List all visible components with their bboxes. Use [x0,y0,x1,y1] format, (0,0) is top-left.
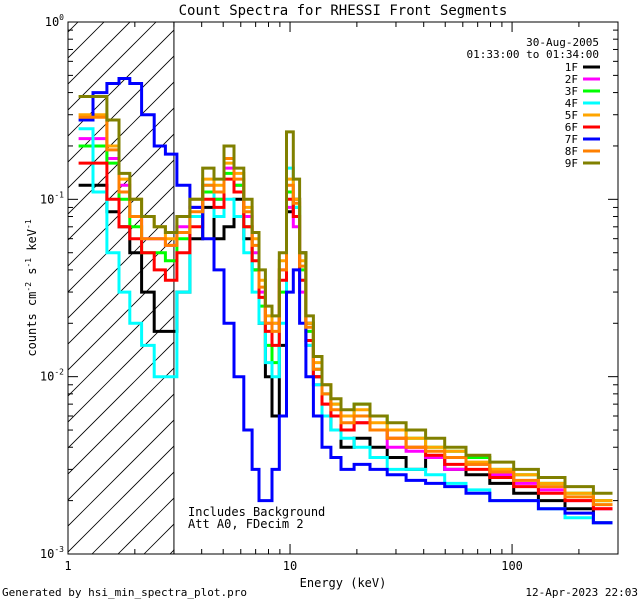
legend-label-5F: 5F [565,109,578,122]
y-tick-label: 10-3 [40,545,64,561]
legend-label-9F: 9F [565,157,578,170]
legend-label-8F: 8F [565,145,578,158]
hatch-line [68,22,105,59]
legend-label-2F: 2F [565,73,578,86]
axes: 1 10 100 100 10-1 10-2 10-3 [40,13,619,573]
annotation-background: Includes Background [188,505,325,519]
hatch-line [68,419,174,527]
time-range-label: 01:33:00 to 01:34:00 [467,48,599,61]
hatch-line [68,159,174,267]
x-axis-label: Energy (keV) [300,576,387,590]
legend-label-3F: 3F [565,85,578,98]
y-tick-label: 100 [45,13,64,29]
plot-frame [67,21,619,555]
y-tick-label: 10-1 [40,190,64,206]
series-group [78,77,613,525]
legend-label-1F: 1F [565,61,578,74]
series-8F [78,115,613,507]
x-tick-label: 10 [283,559,297,573]
hatch-line [68,22,157,111]
annotation-attenuator: Att A0, FDecim 2 [188,517,304,531]
x-tick-label: 100 [501,559,523,573]
legend-label-4F: 4F [565,97,578,110]
series-9F [78,95,613,495]
hatch-line [68,367,174,475]
date-label: 30-Aug-2005 [526,36,599,49]
footer-generator: Generated by hsi_min_spectra_plot.pro [2,586,247,599]
x-tick-label: 1 [64,559,71,573]
chart-title: Count Spectra for RHESSI Front Segments [179,3,508,19]
hatch-line [68,29,174,137]
y-axis-label: counts cm-2 s-1 keV-1 [24,219,39,356]
legend-label-7F: 7F [565,133,578,146]
hatch-line [68,393,174,501]
hatch-line [68,185,174,293]
footer-timestamp: 12-Apr-2023 22:03 [525,586,638,599]
y-tick-label: 10-2 [40,368,64,384]
legend-label-6F: 6F [565,121,578,134]
hatch-line [68,22,131,85]
hatch-line [68,445,174,553]
series-7F [78,77,613,525]
